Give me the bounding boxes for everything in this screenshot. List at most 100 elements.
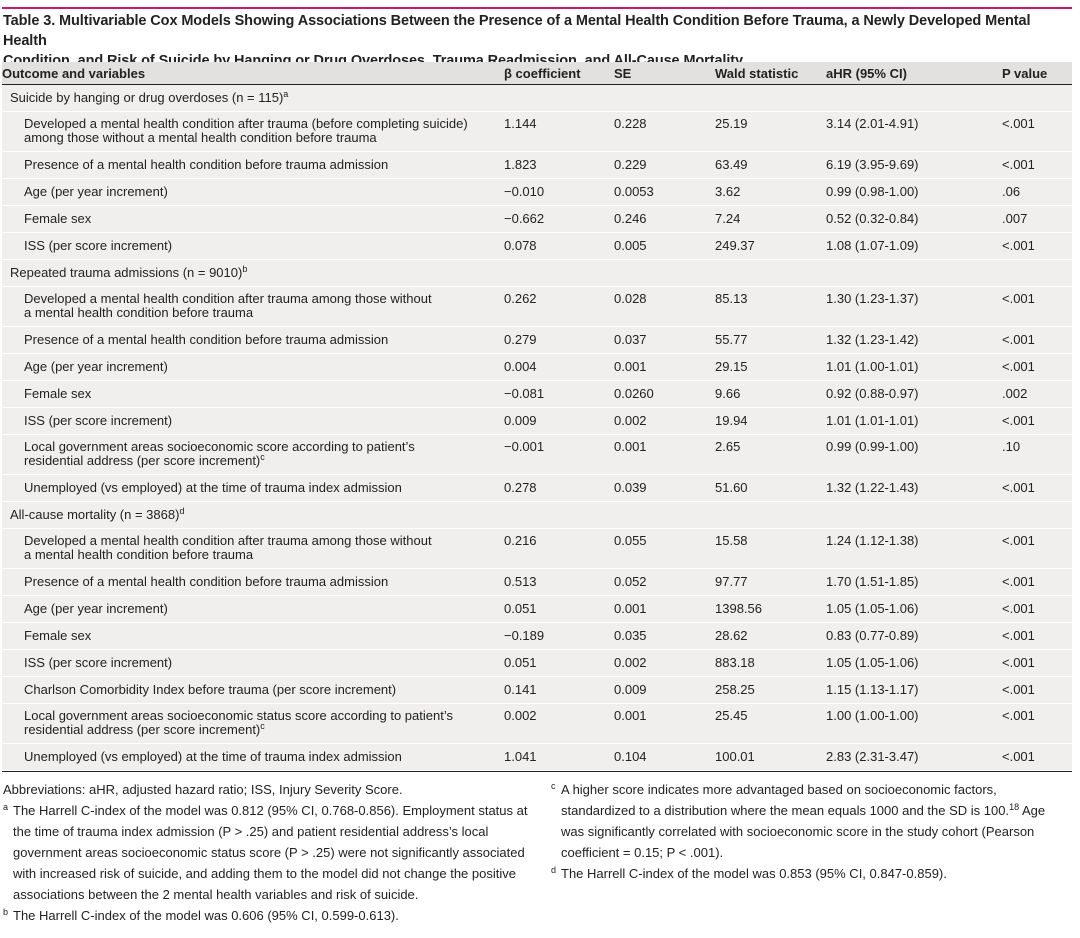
row-label: Presence of a mental health condition be… <box>2 152 504 178</box>
row-label: ISS (per score increment) <box>2 650 504 676</box>
label-text: Developed a mental health condition afte… <box>24 533 432 548</box>
label-text: Unemployed (vs employed) at the time of … <box>24 480 402 495</box>
empty-cell <box>504 260 614 286</box>
label-text: Age (per year increment) <box>24 359 168 374</box>
top-rule <box>2 7 1072 9</box>
table-cell: 1.00 (1.00-1.00) <box>826 708 919 723</box>
table-cell: 0.052 <box>614 574 647 589</box>
empty-cell <box>614 260 715 286</box>
section-row: Suicide by hanging or drug overdoses (n … <box>2 85 1072 112</box>
table-cell: −0.189 <box>504 628 545 643</box>
section-title: Repeated trauma admissions (n = 9010) <box>10 265 243 280</box>
table-cell: 25.45 <box>715 708 748 723</box>
table-cell: 1.05 (1.05-1.06) <box>826 655 919 670</box>
table-cell: 19.94 <box>715 413 748 428</box>
empty-cell <box>504 502 614 528</box>
label-text: Unemployed (vs employed) at the time of … <box>24 749 402 764</box>
footnote: c A higher score indicates more advantage… <box>551 779 1066 863</box>
table-cell: 0.005 <box>614 238 647 253</box>
table-cell: .10 <box>1002 439 1021 454</box>
table-cell: 0.002 <box>614 655 647 670</box>
table-cell: <.001 <box>1002 749 1035 764</box>
section-title: Suicide by hanging or drug overdoses (n … <box>10 90 284 105</box>
footnote: b The Harrell C-index of the model was 0.… <box>3 905 533 926</box>
table-cell: 29.15 <box>715 359 748 374</box>
label-line: Local government areas socioeconomic sco… <box>24 440 504 454</box>
table-cell: 0.0260 <box>614 386 654 401</box>
table-cell: 97.77 <box>715 574 748 589</box>
table-cell: 0.216 <box>504 533 537 548</box>
data-row: Female sex −0.081 0.0260 9.66 0.92 (0.88-0.9… <box>2 381 1072 408</box>
data-row: Age (per year increment) −0.010 0.0053 3.62… <box>2 179 1072 206</box>
table-cell: 3.62 <box>715 184 741 199</box>
label-line: Unemployed (vs employed) at the time of … <box>24 481 504 495</box>
table-cell: <.001 <box>1002 238 1035 253</box>
table-cell: 63.49 <box>715 157 748 172</box>
label-line: ISS (per score increment) <box>24 239 504 253</box>
label-line: Age (per year increment) <box>24 185 504 199</box>
table-cell: 0.229 <box>614 157 647 172</box>
table-cell: 0.001 <box>614 601 647 616</box>
data-row: Age (per year increment) 0.004 0.001 29.15 1… <box>2 354 1072 381</box>
empty-cell <box>1002 85 1080 111</box>
label-line: Charlson Comorbidity Index before trauma… <box>24 683 504 697</box>
label-line: Presence of a mental health condition be… <box>24 575 504 589</box>
label-text: Presence of a mental health condition be… <box>24 574 389 589</box>
label-text: Charlson Comorbidity Index before trauma… <box>24 682 397 697</box>
section-title-cell: Repeated trauma admissions (n = 9010)b <box>2 260 504 286</box>
label-text: Age (per year increment) <box>24 601 168 616</box>
table-cell: .002 <box>1002 386 1028 401</box>
footnote-text: The Harrell C-index of the model was 0.6… <box>13 908 399 923</box>
label-text: Female sex <box>24 211 92 226</box>
table-cell: <.001 <box>1002 708 1035 723</box>
row-label: Female sex <box>2 623 504 649</box>
row-label: Female sex <box>2 381 504 407</box>
footnote-marker: b <box>3 907 9 917</box>
row-label: Developed a mental health condition afte… <box>2 287 504 326</box>
table-bottom-rule <box>2 771 1072 772</box>
table-cell: 100.01 <box>715 749 755 764</box>
empty-cell <box>614 85 715 111</box>
label-line: Age (per year increment) <box>24 360 504 374</box>
table-cell: 0.279 <box>504 332 537 347</box>
table-cell: 85.13 <box>715 291 748 306</box>
row-label: Developed a mental health condition afte… <box>2 112 504 151</box>
table-cell: 6.19 (3.95-9.69) <box>826 157 919 172</box>
table-cell: <.001 <box>1002 533 1035 548</box>
table-cell: <.001 <box>1002 628 1035 643</box>
data-row: Local government areas socioeconomic sta… <box>2 704 1072 744</box>
table-cell: <.001 <box>1002 574 1035 589</box>
label-text: ISS (per score increment) <box>24 655 173 670</box>
table-cell: <.001 <box>1002 359 1035 374</box>
row-label: Local government areas socioeconomic sco… <box>2 435 504 474</box>
table-cell: 28.62 <box>715 628 748 643</box>
table-cell: 0.52 (0.32-0.84) <box>826 211 919 226</box>
table-cell: <.001 <box>1002 157 1035 172</box>
table-cell: 1.32 (1.23-1.42) <box>826 332 919 347</box>
data-row: Presence of a mental health condition be… <box>2 152 1072 179</box>
label-line: residential address (per score increment… <box>24 722 504 737</box>
data-row: Female sex −0.189 0.035 28.62 0.83 (0.77-0.8… <box>2 623 1072 650</box>
label-text: ISS (per score increment) <box>24 238 173 253</box>
row-label: Age (per year increment) <box>2 179 504 205</box>
label-text: Developed a mental health condition afte… <box>24 116 468 131</box>
label-text: Age (per year increment) <box>24 184 168 199</box>
label-line: among those without a mental health cond… <box>24 131 504 145</box>
row-label: Developed a mental health condition afte… <box>2 529 504 568</box>
footnote-marker: c <box>260 452 265 462</box>
label-text: Presence of a mental health condition be… <box>24 332 389 347</box>
footnote-text: Age was significantly correlated with so… <box>561 803 1046 860</box>
label-text: Female sex <box>24 628 92 643</box>
row-label: Age (per year increment) <box>2 354 504 380</box>
label-text: residential address (per score increment… <box>24 453 261 468</box>
label-text: Presence of a mental health condition be… <box>24 157 389 172</box>
table-cell: 0.009 <box>614 682 647 697</box>
table-cell: <.001 <box>1002 291 1035 306</box>
column-header: aHR (95% CI) <box>826 66 907 81</box>
table-cell: 55.77 <box>715 332 748 347</box>
table-cell: 883.18 <box>715 655 755 670</box>
row-label: Presence of a mental health condition be… <box>2 327 504 353</box>
footnote: a The Harrell C-index of the model was 0.… <box>3 800 533 905</box>
table-cell: −0.081 <box>504 386 545 401</box>
empty-cell <box>715 260 826 286</box>
